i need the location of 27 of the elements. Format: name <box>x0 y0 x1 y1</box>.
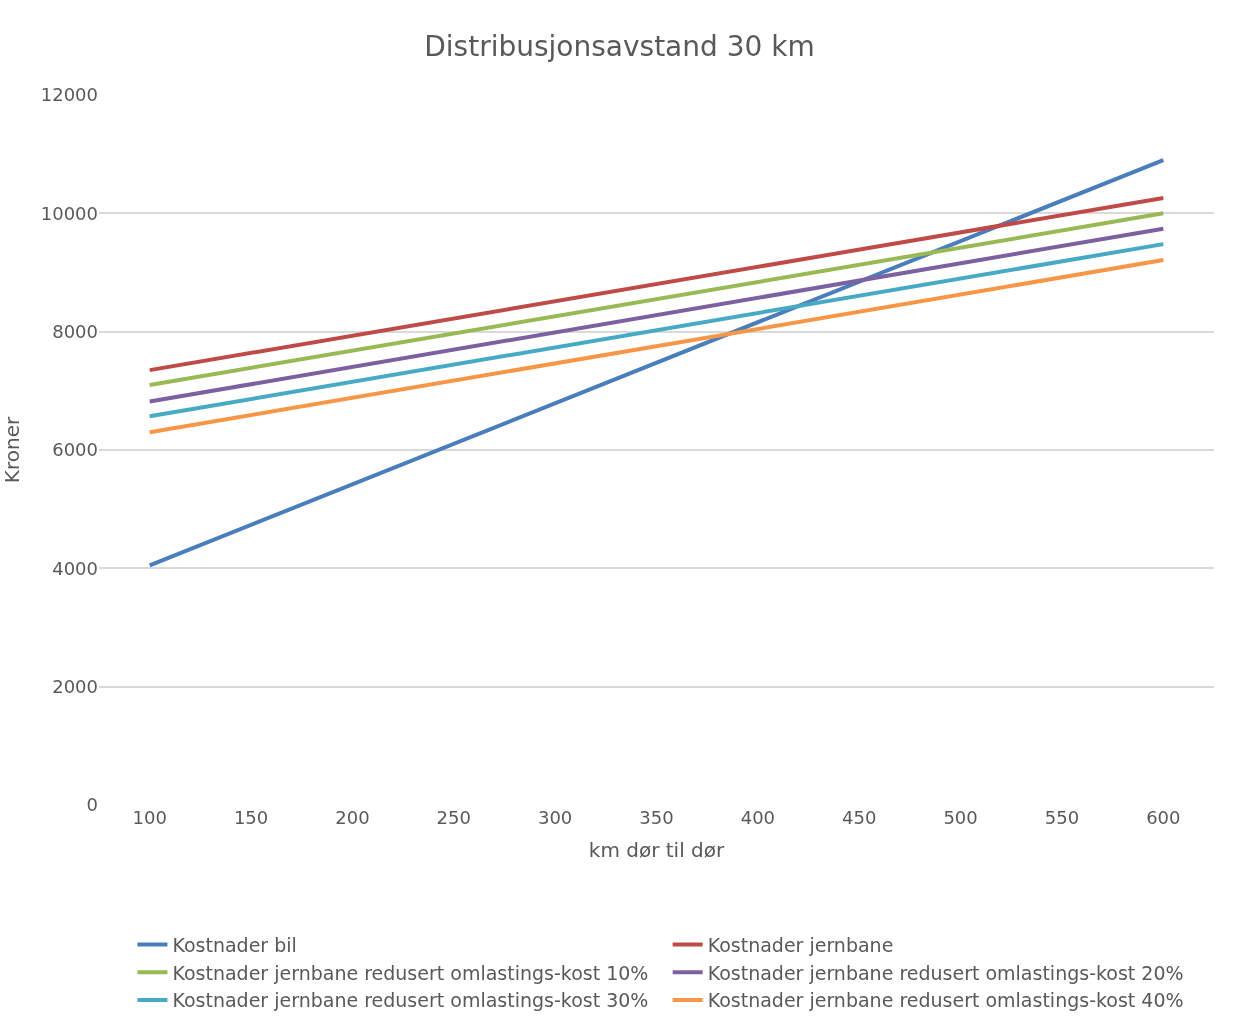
chart-title: Distribusjonsavstand 30 km <box>424 29 815 63</box>
x-tick-label: 200 <box>335 807 370 828</box>
y-tick-label: 8000 <box>52 320 98 342</box>
y-tick-label: 0 <box>86 794 98 816</box>
legend-label: Kostnader jernbane <box>707 933 894 956</box>
x-tick-label: 150 <box>233 807 269 828</box>
x-tick-label: 250 <box>436 807 471 828</box>
y-tick-label: 2000 <box>52 675 98 697</box>
x-tick-label: 300 <box>537 807 573 828</box>
x-axis-title: km dør til dør <box>588 837 725 862</box>
x-tick-label: 450 <box>842 807 877 828</box>
y-tick-label: 10000 <box>40 202 98 224</box>
legend-label: Kostnader jernbane redusert omlastings-kost 30% <box>172 989 649 1012</box>
x-tick-label: 350 <box>639 807 674 828</box>
legend-label: Kostnader jernbane redusert omlastings-kost 40% <box>707 989 1184 1012</box>
y-tick-label: 12000 <box>40 84 98 106</box>
x-tick-label: 500 <box>943 807 978 828</box>
y-axis-title: Kroner <box>0 416 25 484</box>
y-tick-label: 4000 <box>52 557 98 579</box>
x-tick-label: 550 <box>1044 807 1080 828</box>
legend-label: Kostnader bil <box>172 933 297 956</box>
x-tick-label: 100 <box>132 807 167 828</box>
legend-label: Kostnader jernbane redusert omlastings-kost 20% <box>707 961 1184 984</box>
x-tick-label: 400 <box>740 807 776 828</box>
legend-label: Kostnader jernbane redusert omlastings-kost 10% <box>172 961 649 984</box>
x-tick-label: 600 <box>1146 807 1181 828</box>
y-tick-label: 6000 <box>52 439 98 461</box>
